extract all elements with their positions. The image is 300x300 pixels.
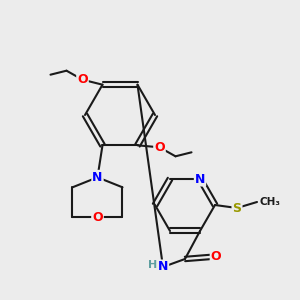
Text: O: O (77, 73, 88, 86)
Text: N: N (158, 260, 168, 274)
Text: N: N (92, 171, 103, 184)
Text: N: N (195, 172, 205, 185)
Text: O: O (92, 211, 103, 224)
Text: H: H (148, 260, 158, 270)
Text: O: O (154, 141, 165, 154)
Text: S: S (232, 202, 242, 214)
Text: O: O (211, 250, 221, 263)
Text: CH₃: CH₃ (259, 197, 280, 207)
